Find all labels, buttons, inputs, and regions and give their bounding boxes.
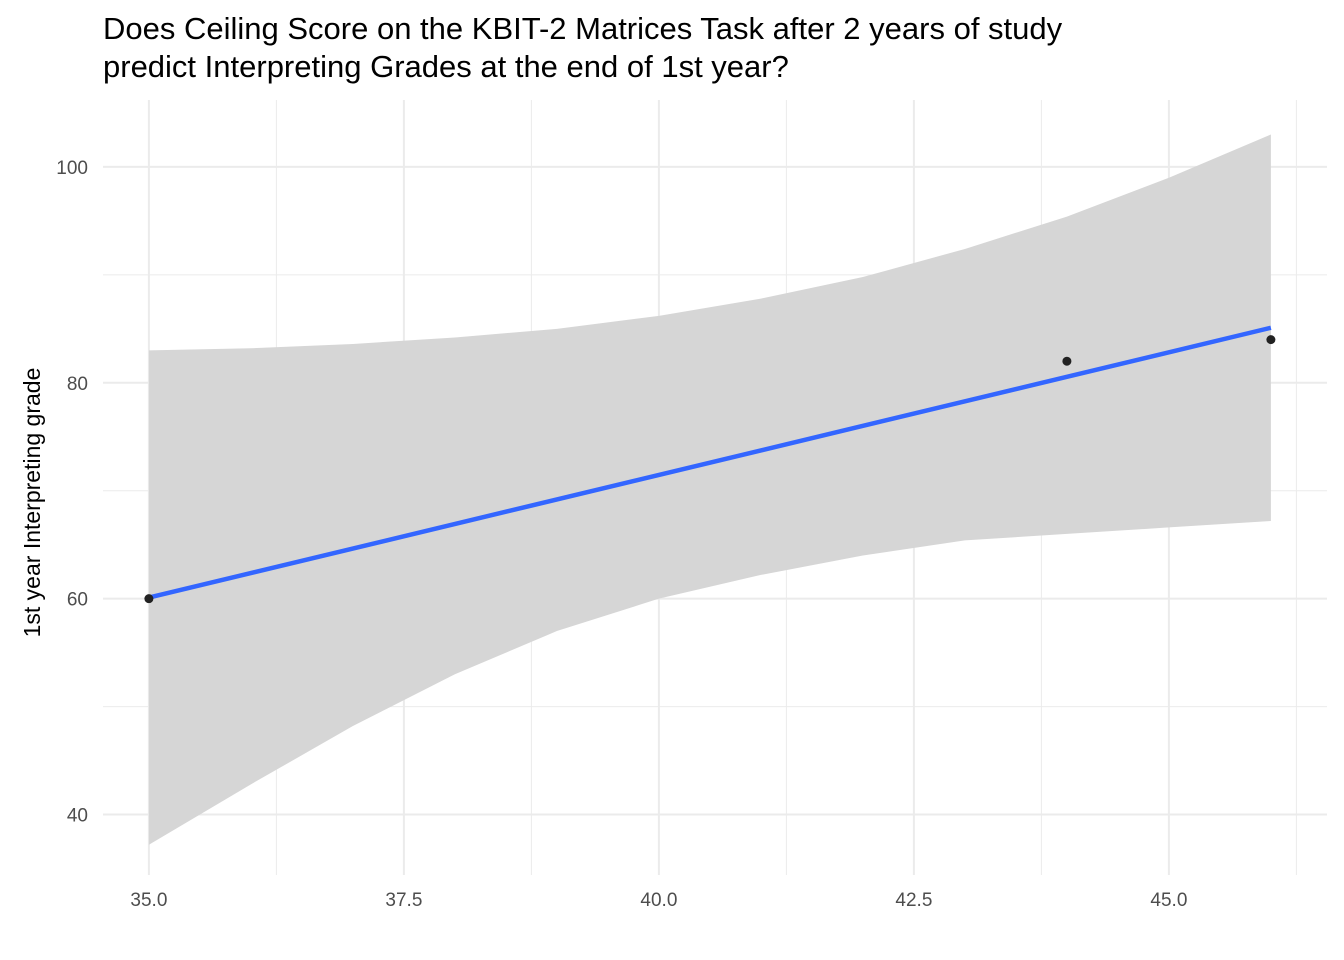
y-tick-label-3: 100 <box>56 158 88 179</box>
y-tick-label-2: 80 <box>67 374 88 395</box>
regression-line <box>148 325 1272 600</box>
chart-title-line-2: predict Interpreting Grades at the end o… <box>103 49 789 84</box>
y-tick-label-0: 40 <box>67 806 88 827</box>
data-point-0 <box>144 594 154 604</box>
data-point-1 <box>1062 356 1072 366</box>
x-tick-label-3: 42.5 <box>895 890 932 911</box>
data-point-2 <box>1266 335 1276 345</box>
x-tick-label-4: 45.0 <box>1150 890 1187 911</box>
confidence-band <box>148 134 1271 845</box>
chart-title-line-1: Does Ceiling Score on the KBIT-2 Matrice… <box>103 11 1063 46</box>
x-tick-label-1: 37.5 <box>385 890 422 911</box>
x-tick-label-0: 35.0 <box>130 890 167 911</box>
y-axis-title: 1st year Interpreting grade <box>19 368 45 638</box>
y-axis-tick-labels: 40 60 80 100 <box>56 158 88 827</box>
x-tick-label-2: 40.0 <box>640 890 677 911</box>
data-points <box>144 335 1276 604</box>
chart-title: Does Ceiling Score on the KBIT-2 Matrice… <box>103 10 1303 86</box>
x-axis-tick-labels: 35.0 37.5 40.0 42.5 45.0 <box>130 890 1187 911</box>
y-tick-label-1: 60 <box>67 590 88 611</box>
